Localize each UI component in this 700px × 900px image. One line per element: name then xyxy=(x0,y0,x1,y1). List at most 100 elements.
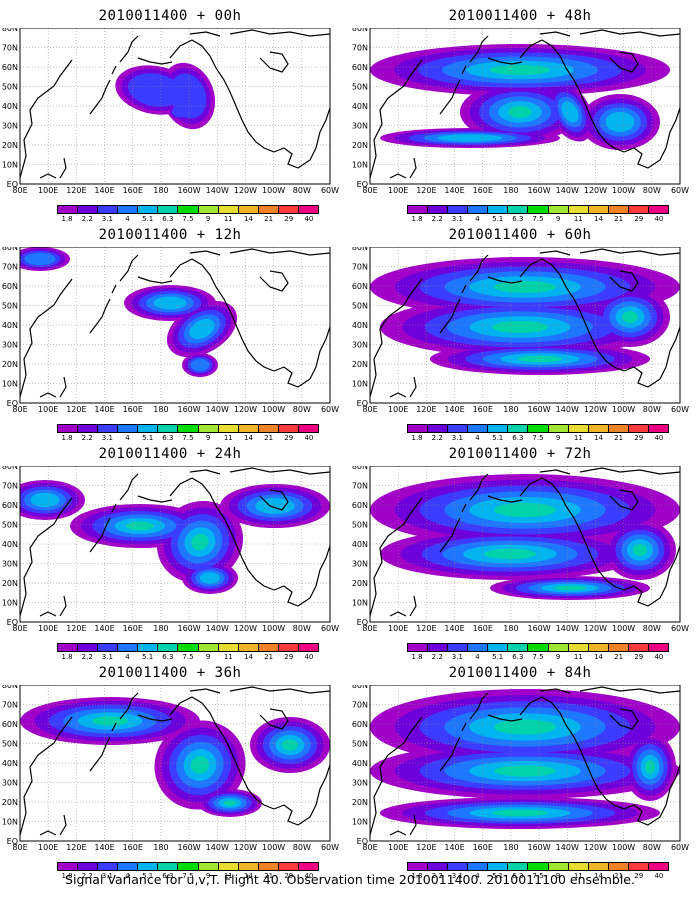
lon-tick-label: 180 xyxy=(153,843,168,852)
colorbar-swatch xyxy=(78,425,99,432)
panel-title: 2010011400 + 24h xyxy=(98,446,242,462)
lon-tick-label: 140W xyxy=(206,186,229,195)
colorbar-label: 7.5 xyxy=(532,215,544,223)
lat-tick-label: EQ xyxy=(357,180,368,189)
colorbar-swatch xyxy=(408,863,429,870)
panel-title: 2010011400 + 00h xyxy=(98,8,242,24)
colorbar-swatch xyxy=(548,425,569,432)
lon-tick-label: 100E xyxy=(38,405,58,414)
map-frame xyxy=(369,247,681,404)
lat-tick-label: 30N xyxy=(352,341,368,350)
lat-tick-label: 40N xyxy=(2,540,18,549)
lat-tick-label: 70N xyxy=(352,482,368,491)
lon-tick-label: 60W xyxy=(321,186,339,195)
coastlines xyxy=(20,29,330,179)
lat-tick-label: 10N xyxy=(352,599,368,608)
lat-tick-label: 30N xyxy=(2,341,18,350)
colorbar-label: 21 xyxy=(264,653,274,661)
colorbar-label: 11 xyxy=(573,215,583,223)
colorbar-label: 6.3 xyxy=(512,653,524,661)
lat-tick-label: 10N xyxy=(2,161,18,170)
colorbar-swatch xyxy=(158,206,179,213)
variance-map: EQ 10N 20N 30N 40N 50N 60N 70N 80N 80E 100E 120E 140… xyxy=(2,28,339,195)
lon-tick-label: 80E xyxy=(12,405,27,414)
lat-tick-label: 60N xyxy=(352,501,368,510)
lon-tick-label: 120E xyxy=(66,624,86,633)
lon-tick-label: 160W xyxy=(177,405,200,414)
colorbar-swatch xyxy=(238,644,259,651)
lon-tick-label: 160E xyxy=(473,843,493,852)
graticule xyxy=(370,466,680,622)
colorbar-swatch xyxy=(138,863,159,870)
lon-tick-label: 120E xyxy=(66,186,86,195)
colorbar-swatch xyxy=(78,206,99,213)
colorbar-swatch xyxy=(568,644,589,651)
lat-tick-label: 40N xyxy=(352,321,368,330)
colorbar-label: 11 xyxy=(573,653,583,661)
coastlines xyxy=(20,467,330,617)
lon-tick-label: 100W xyxy=(262,624,285,633)
lon-tick-label: 80E xyxy=(12,843,27,852)
colorbar-swatch xyxy=(608,644,629,651)
lat-tick-label: 50N xyxy=(352,521,368,530)
colorbar-label: 7.5 xyxy=(532,434,544,442)
lat-tick-label: 50N xyxy=(2,740,18,749)
variance-shading xyxy=(115,62,216,130)
colorbar-swatch xyxy=(258,644,279,651)
panel-title: 2010011400 + 36h xyxy=(98,665,242,681)
forecast-panel: 2010011400 + 36h EQ 10N 20N 30N 40N 50N 60N 70N 8… xyxy=(0,665,340,880)
colorbar-swatch xyxy=(118,863,139,870)
variance-map: EQ 10N 20N 30N 40N 50N 60N 70N 80N 80E 100E 120E 140… xyxy=(352,466,689,633)
lat-tick-label: 60N xyxy=(2,501,18,510)
colorbar-label: 11 xyxy=(573,434,583,442)
lon-tick-label: 80W xyxy=(643,186,661,195)
forecast-panel: 2010011400 + 72h EQ 10N 20N 30N 40N 50N 60N 70N 8… xyxy=(350,446,690,661)
colorbar-swatch xyxy=(158,863,179,870)
variance-map: EQ 10N 20N 30N 40N 50N 60N 70N 80N 80E 100E 120E 140… xyxy=(2,466,339,633)
colorbar-swatch xyxy=(528,644,549,651)
lon-tick-label: 180 xyxy=(503,186,518,195)
colorbar-swatch xyxy=(238,206,259,213)
colorbar-label: 2.2 xyxy=(431,215,443,223)
colorbar-label: 6.3 xyxy=(512,215,524,223)
lon-tick-label: 120E xyxy=(416,624,436,633)
colorbar-swatch xyxy=(628,863,649,870)
lat-tick-label: 10N xyxy=(352,161,368,170)
colorbar-label: 29 xyxy=(284,872,294,880)
lat-tick-label: 60N xyxy=(352,282,368,291)
colorbar-label: 7.5 xyxy=(532,872,544,880)
colorbar-swatch xyxy=(508,863,529,870)
colorbar-label: 3.1 xyxy=(451,434,463,442)
lon-tick-label: 140E xyxy=(444,624,464,633)
lon-tick-label: 140W xyxy=(556,624,579,633)
lon-tick-label: 180 xyxy=(153,405,168,414)
lon-tick-label: 180 xyxy=(153,186,168,195)
variance-shading xyxy=(20,247,238,377)
colorbar-label: 21 xyxy=(614,872,624,880)
variance-map: EQ 10N 20N 30N 40N 50N 60N 70N 80N 80E 100E 120E 140… xyxy=(352,247,689,414)
colorbar-swatch xyxy=(568,206,589,213)
colorbar-label: 4 xyxy=(475,653,480,661)
lon-tick-label: 100E xyxy=(38,186,58,195)
map-frame xyxy=(369,466,681,623)
map-plot: EQ 10N 20N 30N 40N 50N 60N 70N 80N 80E 100E 120E 140… xyxy=(0,247,340,432)
lat-tick-label: 80N xyxy=(352,685,368,690)
lon-tick-label: 120W xyxy=(234,186,257,195)
lon-tick-label: 140W xyxy=(556,405,579,414)
variance-map: EQ 10N 20N 30N 40N 50N 60N 70N 80N 80E 100E 120E 140… xyxy=(352,28,689,195)
lat-tick-label: 80N xyxy=(2,28,18,33)
map-frame xyxy=(369,28,681,185)
colorbar-label: 1.8 xyxy=(411,872,423,880)
colorbar-label: 11 xyxy=(223,872,233,880)
colorbar-label: 9 xyxy=(205,434,211,442)
colorbar-label: 6.3 xyxy=(162,434,174,442)
colorbar-swatch xyxy=(178,425,199,432)
colorbar-swatch xyxy=(648,644,669,651)
colorbar-swatch xyxy=(198,863,219,870)
colorbar-swatch xyxy=(98,206,119,213)
variance-shading xyxy=(370,474,680,600)
lon-tick-label: 160E xyxy=(123,405,143,414)
colorbar-swatch xyxy=(178,863,199,870)
graticule xyxy=(20,28,330,184)
colorbar-swatch xyxy=(298,425,319,432)
